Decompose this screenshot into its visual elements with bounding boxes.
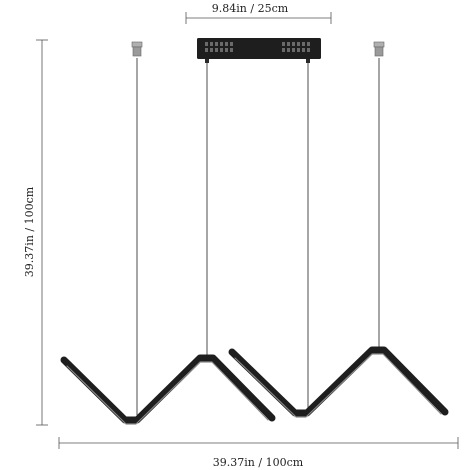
led-fixture-left-v-body [60,354,276,424]
canopy-vent-right [282,42,310,52]
led-fixture-left-v-diffuser [66,361,269,425]
canopy-vent-left [205,42,233,52]
ceiling-canopy [197,38,321,63]
overall-width-dimension: 39.37in / 100cm [58,437,459,469]
led-fixture-right-v-diffuser [234,353,442,418]
canopy-cable-grip-right [306,59,310,63]
cable-anchor-left [131,41,143,57]
led-fixture-right-v-body [228,346,449,417]
height-dimension: 39.37in / 100cm [23,39,48,426]
height-label: 39.37in / 100cm [23,186,36,277]
canopy-width-dimension: 9.84in / 25cm [185,2,332,24]
overall-width-label: 39.37in / 100cm [213,456,304,469]
led-fixture-right-v [228,346,449,418]
canopy-cable-grip-left [205,59,209,63]
led-fixture-left-v [60,354,276,425]
cable-anchor-right [373,41,385,57]
canopy-width-label: 9.84in / 25cm [212,2,289,15]
suspension-cables [136,58,380,415]
